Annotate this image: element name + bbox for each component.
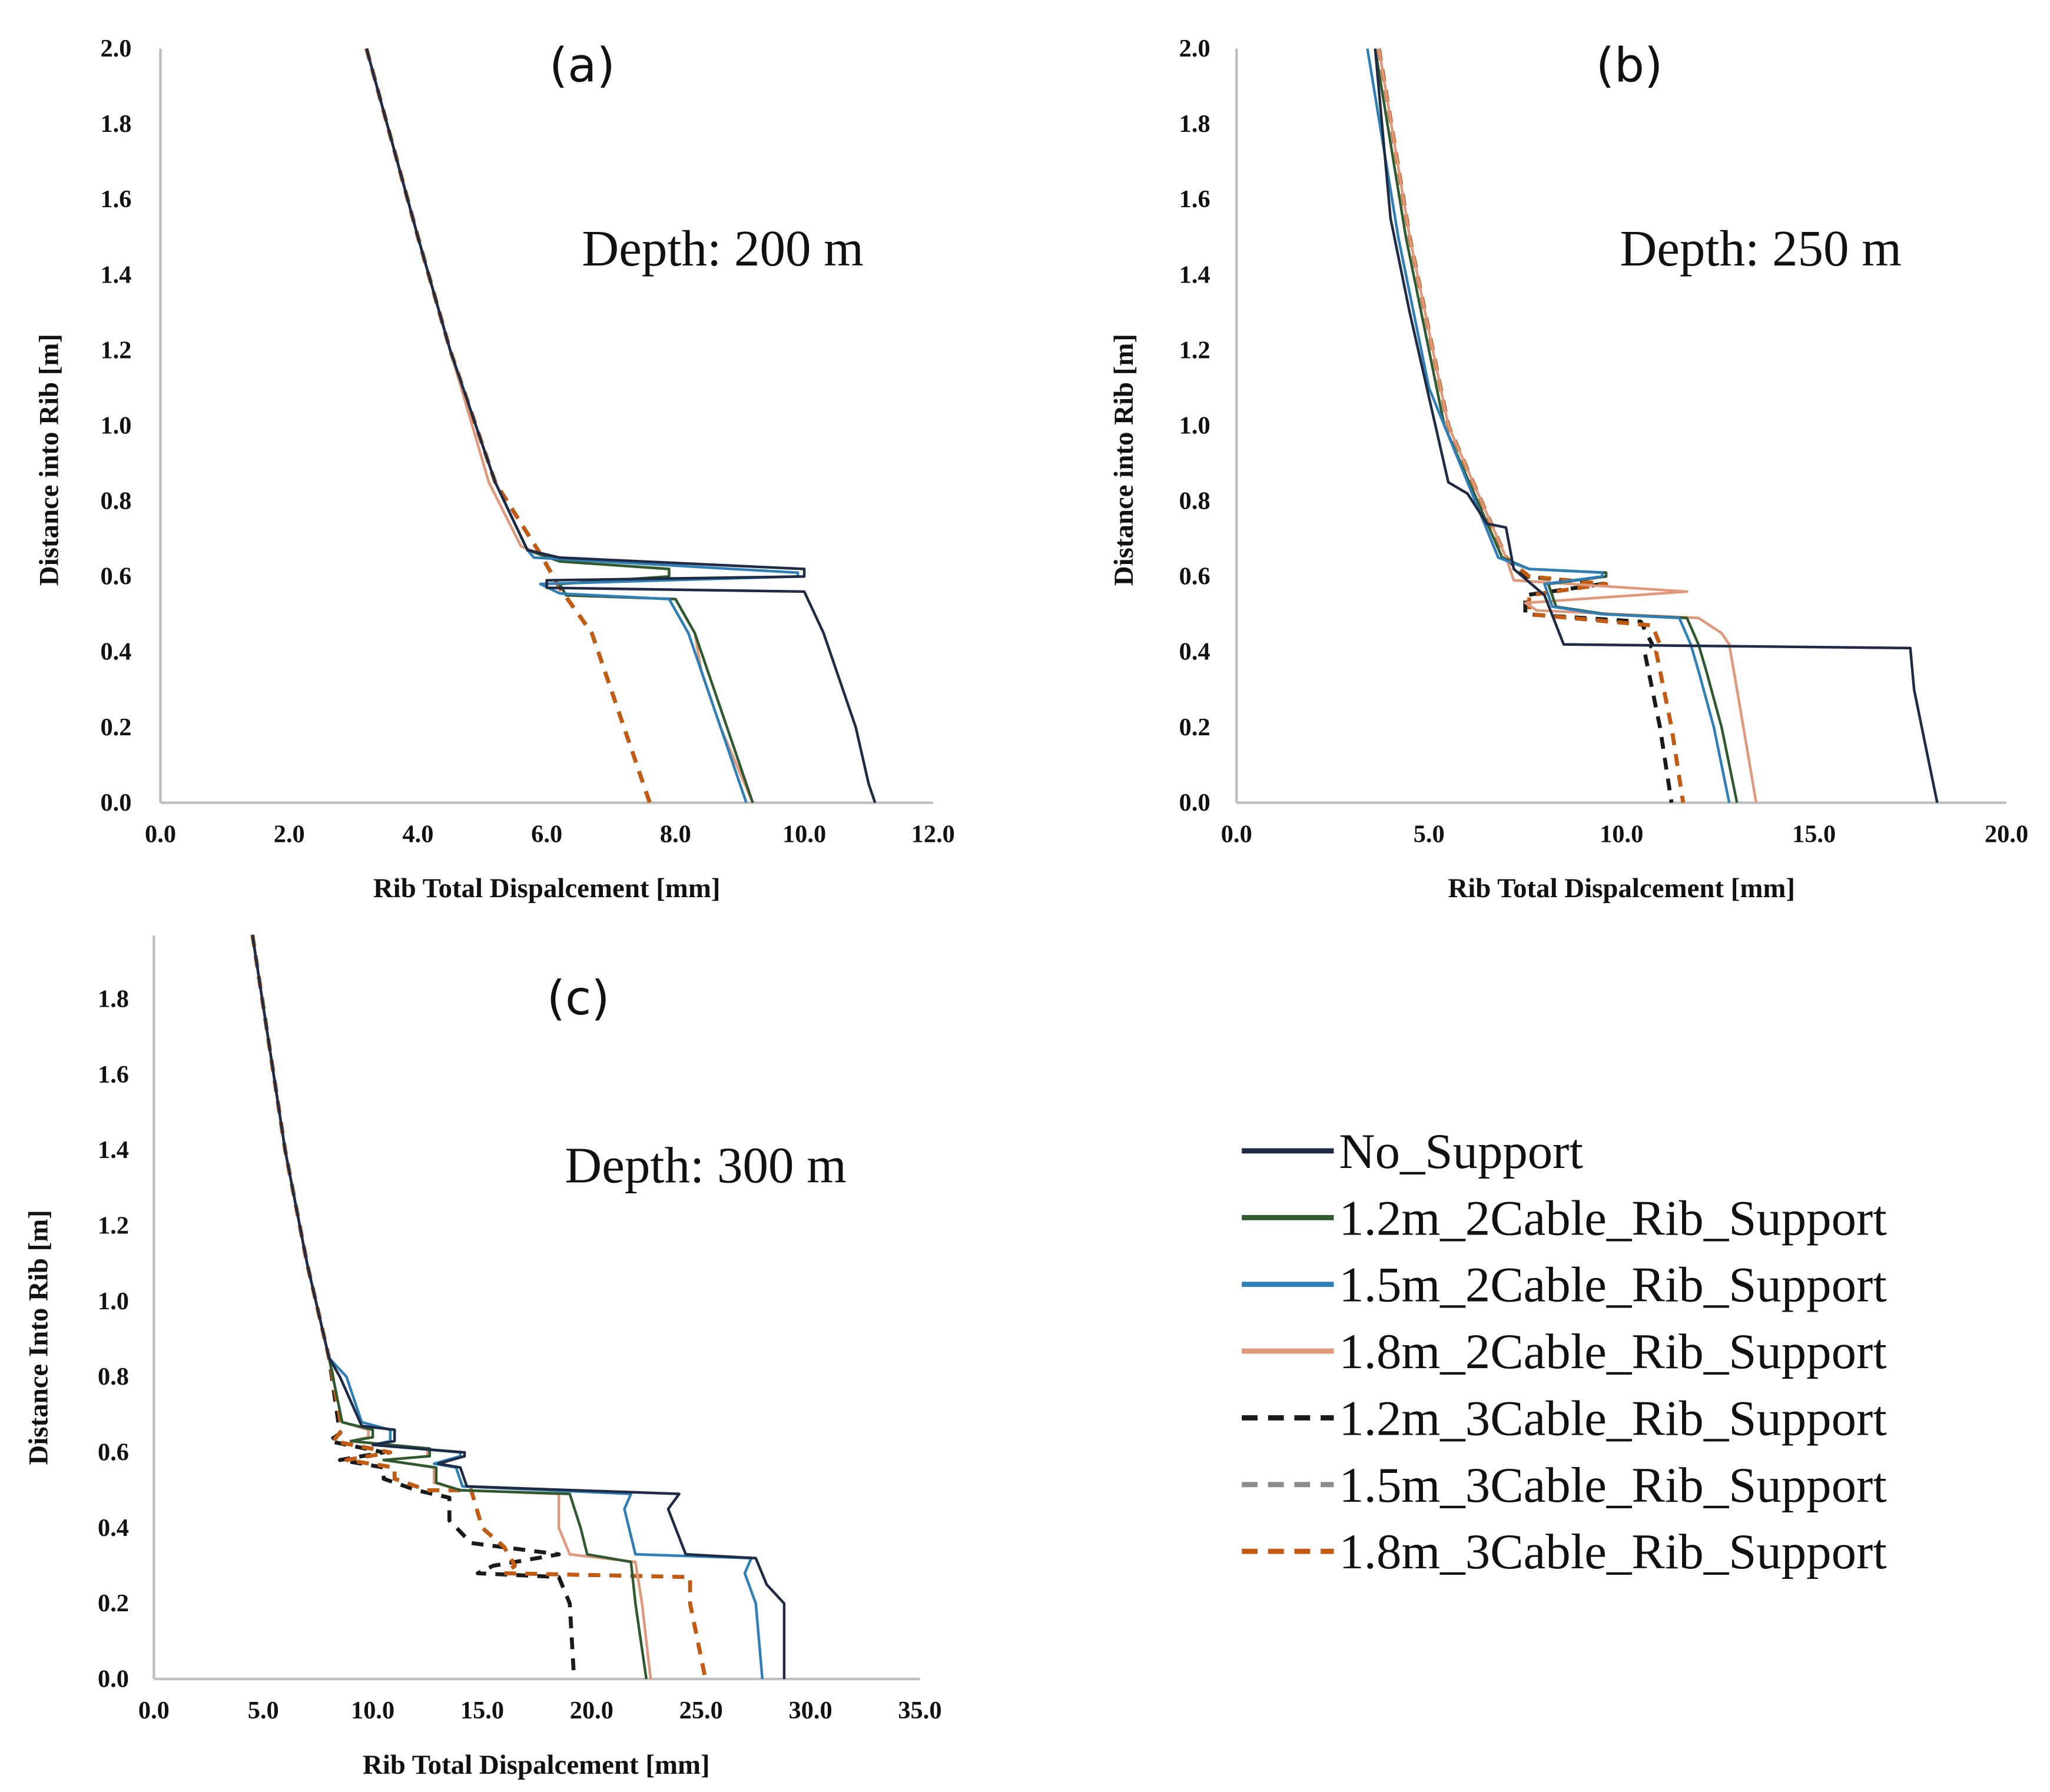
depth-annotation: Depth: 250 m <box>1620 220 1902 277</box>
x-tick-label: 15.0 <box>460 1697 504 1724</box>
series-line-1.8m_2Cable_Rib_Support <box>365 48 754 804</box>
y-tick-label: 0.6 <box>1179 563 1210 590</box>
series-line-1.5m_2Cable_Rib_Support <box>365 48 800 804</box>
y-tick-label: 1.4 <box>98 1136 129 1164</box>
series-line-1.2m_3Cable_Rib_Support <box>364 48 652 804</box>
legend-label: 1.8m_3Cable_Rib_Support <box>1339 1524 1887 1579</box>
legend-label: 1.2m_2Cable_Rib_Support <box>1339 1190 1887 1246</box>
depth-annotation: Depth: 300 m <box>565 1137 847 1194</box>
x-tick-label: 10.0 <box>1600 821 1643 848</box>
chart-a: 0.0 2.0 4.0 6.0 8.0 10.0 12.0 0.0 0.2 0.4 0.6 0.8 1.… <box>34 35 954 904</box>
y-tick-label: 0.0 <box>98 1665 129 1693</box>
series-line-No_Support <box>251 934 786 1680</box>
y-tick-label: 0.8 <box>98 1363 129 1391</box>
y-tick-label: 1.0 <box>98 1287 129 1315</box>
series-line-1.8m_3Cable_Rib_Support <box>364 48 652 804</box>
series-line-No_Support <box>1374 48 1939 804</box>
series-line-1.5m_3Cable_Rib_Support <box>364 48 652 804</box>
y-axis-label: Distance Into Rib [m] <box>24 1210 54 1465</box>
panel-label: (b) <box>1596 37 1663 92</box>
y-tick-label: 0.6 <box>100 563 131 590</box>
y-tick-label: 0.6 <box>98 1439 129 1466</box>
y-axis-label: Distance into Rib [m] <box>1109 334 1139 586</box>
y-tick-label: 0.4 <box>100 638 131 666</box>
y-tick-label: 0.4 <box>1179 638 1210 666</box>
series-line-1.5m_2Cable_Rib_Support <box>1366 48 1731 803</box>
legend-label: 1.8m_2Cable_Rib_Support <box>1339 1324 1887 1379</box>
x-tick-label: 35.0 <box>898 1697 941 1724</box>
y-tick-label: 1.8 <box>1179 110 1210 138</box>
x-tick-label: 5.0 <box>248 1697 279 1724</box>
legend: No_Support 1.2m_2Cable_Rib_Support 1.5m_2C… <box>1242 1124 1887 1579</box>
chart-c: 0.0 5.0 10.0 15.0 20.0 25.0 30.0 35.0 0.0 0.2 0.4 0… <box>24 934 942 1780</box>
x-tick-label: 6.0 <box>531 821 562 848</box>
x-axis-label: Rib Total Dispalcement [mm] <box>373 873 721 904</box>
series-line-1.2m_3Cable_Rib_Support <box>1376 48 1674 804</box>
x-tick-label: 20.0 <box>570 1697 613 1724</box>
y-tick-label: 0.2 <box>1179 714 1210 741</box>
series-line-1.2m_2Cable_Rib_Support <box>365 48 754 804</box>
series-line-1.5m_3Cable_Rib_Support <box>1376 48 1686 804</box>
y-tick-label: 0.4 <box>98 1514 129 1542</box>
y-tick-label: 1.8 <box>100 110 131 138</box>
x-tick-label: 0.0 <box>138 1697 170 1724</box>
panel-label: (c) <box>547 970 610 1026</box>
legend-label: No_Support <box>1339 1124 1583 1179</box>
series-line-1.8m_2Cable_Rib_Support <box>1378 48 1758 803</box>
series-line-1.2m_2Cable_Rib_Support <box>1374 48 1739 803</box>
x-tick-label: 8.0 <box>660 821 691 848</box>
x-tick-label: 4.0 <box>402 821 433 848</box>
y-tick-label: 0.8 <box>100 487 131 515</box>
y-tick-label: 0.2 <box>98 1589 129 1617</box>
x-tick-label: 15.0 <box>1792 821 1836 848</box>
y-tick-label: 2.0 <box>1179 35 1210 62</box>
x-tick-label: 10.0 <box>782 821 826 848</box>
y-tick-label: 1.4 <box>100 261 131 288</box>
legend-label: 1.2m_3Cable_Rib_Support <box>1339 1391 1887 1446</box>
x-tick-label: 10.0 <box>351 1697 394 1724</box>
y-axis-label: Distance into Rib [m] <box>34 334 64 586</box>
x-tick-label: 5.0 <box>1414 821 1445 848</box>
y-tick-label: 0.0 <box>100 789 131 817</box>
y-tick-label: 1.8 <box>98 985 129 1013</box>
x-axis-label: Rib Total Dispalcement [mm] <box>1448 873 1795 904</box>
series-line-1.2m_3Cable_Rib_Support <box>250 934 576 1680</box>
x-tick-label: 2.0 <box>274 821 305 848</box>
series-line-No_Support <box>365 48 877 804</box>
y-tick-label: 1.6 <box>100 185 131 213</box>
y-tick-label: 1.6 <box>1179 185 1210 213</box>
series-line-1.8m_2Cable_Rib_Support <box>251 934 652 1680</box>
x-axis-label: Rib Total Dispalcement [mm] <box>363 1750 710 1780</box>
depth-annotation: Depth: 200 m <box>582 220 864 277</box>
y-tick-label: 1.2 <box>98 1212 129 1240</box>
legend-label: 1.5m_3Cable_Rib_Support <box>1339 1458 1887 1513</box>
y-tick-label: 1.0 <box>1179 412 1210 439</box>
x-tick-label: 12.0 <box>911 821 955 848</box>
y-tick-label: 2.0 <box>100 35 131 62</box>
series-line-1.2m_2Cable_Rib_Support <box>251 934 648 1680</box>
y-tick-label: 0.0 <box>1179 789 1210 817</box>
panel-label: (a) <box>549 37 615 92</box>
y-tick-label: 1.6 <box>98 1061 129 1089</box>
series-line-1.8m_3Cable_Rib_Support <box>1376 48 1686 804</box>
y-tick-label: 0.8 <box>1179 487 1210 515</box>
legend-label: 1.5m_2Cable_Rib_Support <box>1339 1257 1887 1313</box>
x-tick-label: 0.0 <box>1221 821 1252 848</box>
x-tick-label: 0.0 <box>145 821 176 848</box>
x-tick-label: 25.0 <box>679 1697 723 1724</box>
y-tick-label: 0.2 <box>100 714 131 741</box>
chart-b: 0.0 5.0 10.0 15.0 20.0 0.0 0.2 0.4 0.6 0.8 1.0 1.2 1… <box>1109 35 2028 904</box>
y-tick-label: 1.2 <box>1179 336 1210 364</box>
x-tick-label: 30.0 <box>789 1697 832 1724</box>
series-line-1.5m_2Cable_Rib_Support <box>251 934 764 1680</box>
y-tick-label: 1.0 <box>100 412 131 439</box>
x-tick-label: 20.0 <box>1985 821 2028 848</box>
y-tick-label: 1.4 <box>1179 261 1210 288</box>
y-tick-label: 1.2 <box>100 336 131 364</box>
